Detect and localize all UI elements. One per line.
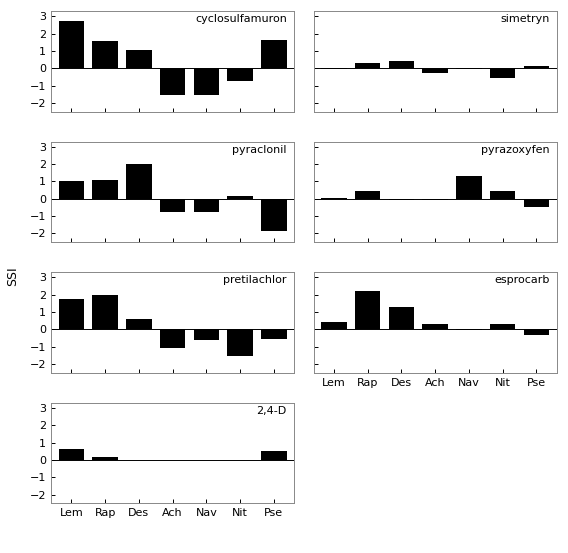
Bar [194,199,219,212]
Bar [456,176,482,199]
Bar [228,330,253,356]
Bar [423,68,448,74]
Bar [228,68,253,81]
Bar [126,50,152,68]
Bar [261,199,287,231]
Bar [423,324,448,330]
Bar [524,199,549,207]
Bar [93,180,118,199]
Bar [261,330,287,339]
Bar [59,181,84,199]
Bar [126,164,152,199]
Bar [160,199,185,212]
Bar [160,68,185,95]
Bar [389,199,414,200]
Bar [355,291,380,330]
Bar [524,66,549,68]
Bar [93,295,118,330]
Text: pretilachlor: pretilachlor [223,275,287,285]
Bar [321,68,346,69]
Bar [194,330,219,340]
Text: simetryn: simetryn [500,14,549,24]
Text: cyclosulfamuron: cyclosulfamuron [195,14,287,24]
Bar [59,22,84,68]
Bar [389,61,414,68]
Text: SSI: SSI [6,267,19,286]
Bar [194,68,219,95]
Text: esprocarb: esprocarb [494,275,549,285]
Bar [490,191,515,199]
Bar [423,199,448,200]
Bar [456,68,482,69]
Text: 2,4-D: 2,4-D [257,406,287,416]
Bar [261,451,287,460]
Bar [261,40,287,68]
Bar [59,448,84,460]
Bar [59,299,84,330]
Bar [355,63,380,68]
Bar [126,319,152,330]
Bar [321,321,346,330]
Bar [160,330,185,348]
Bar [524,330,549,336]
Bar [490,68,515,78]
Text: pyraclonil: pyraclonil [232,145,287,155]
Bar [321,198,346,199]
Bar [490,324,515,330]
Bar [355,191,380,199]
Bar [93,457,118,460]
Bar [228,196,253,199]
Bar [93,40,118,68]
Text: pyrazoxyfen: pyrazoxyfen [481,145,549,155]
Bar [389,307,414,330]
